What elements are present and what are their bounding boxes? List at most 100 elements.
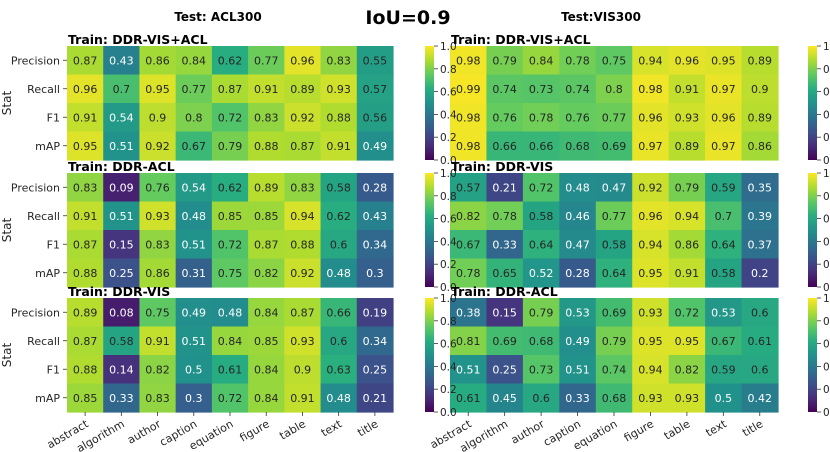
cell-value-label: 0.58 (326, 181, 351, 194)
heatmap-cell (103, 326, 141, 356)
heatmap-cell (522, 383, 560, 413)
heatmap-cell (284, 258, 322, 288)
cell-value-label: 0.84 (254, 363, 279, 376)
cell-value-label: 0.28 (565, 267, 590, 280)
heatmap-cell (522, 46, 560, 76)
cell-value-label: 0.55 (363, 54, 388, 67)
heatmap-cell (67, 46, 104, 76)
cell-value-label: 0.42 (748, 392, 773, 405)
colorbar-tick-label: 1.0 (823, 293, 830, 305)
heatmap-cell (486, 326, 524, 356)
heatmap-cell (668, 173, 706, 203)
heatmap-cell (356, 131, 394, 161)
heatmap-cell (595, 298, 633, 328)
cell-value-label: 0.21 (492, 181, 517, 194)
heatmap-cell (175, 173, 213, 203)
cell-value-label: 0.62 (218, 54, 243, 67)
heatmap-cell (595, 383, 633, 413)
colorbar-tick-label: 0.6 (823, 339, 830, 351)
cell-value-label: 0.15 (492, 306, 517, 319)
heatmap-cell (522, 173, 560, 203)
colorbar-tick-label: 1.0 (823, 168, 830, 180)
row-label: mAP (35, 392, 60, 405)
colorbar (425, 46, 434, 160)
heatmap-cell (668, 46, 706, 76)
cell-value-label: 0.95 (73, 140, 98, 153)
colorbar-tick-label: 0.8 (440, 191, 457, 203)
cell-value-label: 0.93 (638, 392, 663, 405)
cell-value-label: 0.76 (492, 111, 517, 124)
colorbar-tick-label: 0.4 (823, 361, 830, 373)
cell-value-label: 0.96 (675, 54, 700, 67)
panel-title: Train: DDR-VIS+ACL (451, 32, 591, 47)
cell-value-label: 0.51 (109, 210, 134, 223)
heatmap-cell (284, 383, 322, 413)
heatmap-cell (211, 103, 249, 133)
heatmap-cell (450, 383, 488, 413)
cell-value-label: 0.86 (675, 238, 700, 251)
cell-value-label: 0.83 (145, 238, 170, 251)
cell-value-label: 0.92 (290, 111, 315, 124)
heatmap-cell (486, 131, 524, 161)
cell-value-label: 0.87 (73, 335, 98, 348)
colorbar-tick-label: 0.4 (440, 109, 457, 121)
cell-value-label: 0.6 (330, 335, 348, 348)
cell-value-label: 0.2 (751, 267, 769, 280)
cell-value-label: 0.64 (529, 238, 554, 251)
heatmap-cell (175, 383, 213, 413)
heatmap-cell (211, 173, 249, 203)
heatmap-cell (284, 326, 322, 356)
cell-value-label: 0.46 (565, 210, 590, 223)
heatmap-cell (668, 355, 706, 385)
heatmap-cell (668, 258, 706, 288)
heatmap-cell (632, 230, 670, 260)
heatmap-cell (320, 74, 358, 104)
row-label: Recall (27, 335, 60, 348)
heatmap-cell (522, 74, 560, 104)
heatmap-cell (175, 103, 213, 133)
row-label: Recall (27, 210, 60, 223)
heatmap-cell (284, 173, 322, 203)
cell-value-label: 0.77 (182, 83, 207, 96)
cell-value-label: 0.85 (73, 392, 98, 405)
cell-value-label: 0.58 (529, 210, 554, 223)
heatmap-cell (248, 131, 285, 161)
cell-value-label: 0.33 (565, 392, 590, 405)
cell-value-label: 0.85 (254, 210, 279, 223)
heatmap-cell (67, 258, 104, 288)
cell-value-label: 0.98 (638, 83, 663, 96)
heatmap-cell (139, 298, 177, 328)
heatmap-cell (67, 74, 104, 104)
heatmap-cell (450, 201, 488, 231)
cell-value-label: 0.86 (748, 140, 773, 153)
cell-value-label: 0.09 (109, 181, 134, 194)
heatmap-cell (705, 258, 743, 288)
heatmap-cell (522, 131, 560, 161)
cell-value-label: 0.94 (638, 54, 663, 67)
cell-value-label: 0.21 (363, 392, 388, 405)
heatmap-cell (67, 326, 104, 356)
cell-value-label: 0.81 (456, 335, 481, 348)
cell-value-label: 0.5 (715, 392, 733, 405)
colorbar-tick-label: 0.2 (440, 132, 457, 144)
heatmap-cell (632, 298, 670, 328)
heatmap-cell (450, 298, 488, 328)
cell-value-label: 0.91 (73, 111, 98, 124)
cell-value-label: 0.31 (182, 267, 207, 280)
cell-value-label: 0.91 (290, 392, 315, 405)
cell-value-label: 0.9 (751, 83, 769, 96)
panel-title: Train: DDR-VIS+ACL (68, 32, 208, 47)
cell-value-label: 0.91 (326, 140, 351, 153)
heatmap-cell (450, 103, 488, 133)
cell-value-label: 0.7 (113, 83, 131, 96)
heatmap-cell (103, 131, 141, 161)
cell-value-label: 0.25 (109, 267, 134, 280)
cell-value-label: 0.96 (638, 111, 663, 124)
heatmap-cell (668, 103, 706, 133)
heatmap-cell (705, 298, 743, 328)
heatmap-cell (522, 326, 560, 356)
main-title: IoU=0.9 (365, 7, 450, 29)
cell-value-label: 0.95 (638, 335, 663, 348)
cell-value-label: 0.78 (456, 267, 481, 280)
heatmap-cell (139, 201, 177, 231)
